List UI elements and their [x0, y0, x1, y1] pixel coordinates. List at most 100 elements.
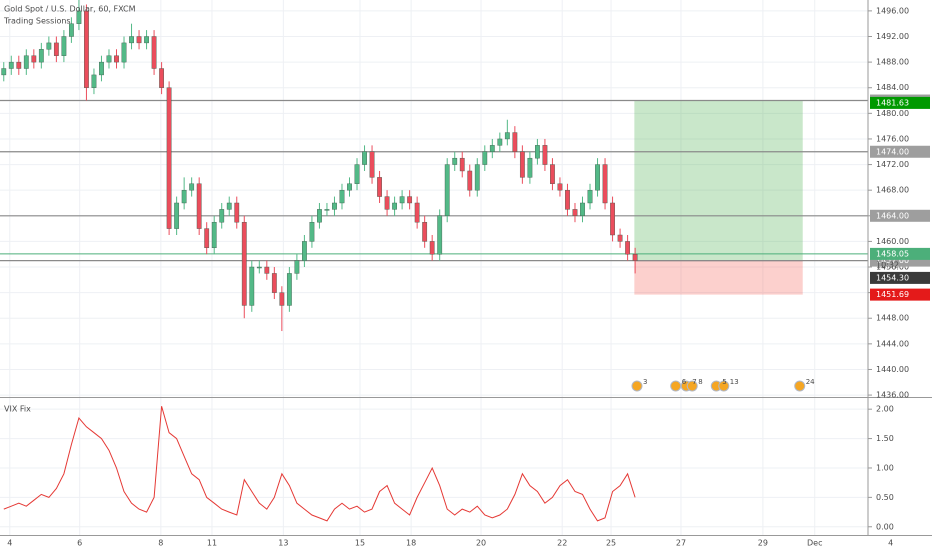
candle-body: [384, 196, 390, 210]
candle-body: [504, 132, 510, 140]
y-tick-label: 1476.00: [876, 134, 909, 143]
candle-body: [264, 266, 270, 274]
candle-body: [632, 254, 638, 261]
candle-body: [595, 164, 600, 191]
event-icon: [718, 380, 730, 392]
candle-body: [535, 145, 540, 159]
indicator-tick-label: 0.50: [876, 493, 894, 502]
x-tick-label: 11: [207, 539, 217, 548]
price-label: 1481.63: [876, 98, 909, 107]
candle-body: [354, 164, 360, 184]
candle-body: [369, 151, 375, 178]
indicator-tick-label: 1.50: [876, 434, 894, 443]
candle-body: [166, 87, 172, 229]
candle-body: [136, 36, 142, 44]
candle-body: [46, 42, 52, 50]
candle-body: [294, 260, 300, 274]
candle-body: [189, 183, 195, 191]
candle-body: [550, 164, 555, 184]
candle-body: [339, 189, 345, 204]
candle-body: [580, 202, 585, 216]
price-label: 1454.30: [876, 273, 909, 282]
candle-body: [377, 177, 382, 197]
candle-body: [204, 228, 210, 249]
candle-body: [151, 36, 157, 69]
indicator-tick-label: 2.00: [876, 405, 894, 414]
vix-line: [3, 406, 636, 522]
y-tick-label: 1472.00: [876, 160, 909, 169]
candle-body: [256, 266, 262, 269]
candle-body: [211, 221, 217, 249]
x-tick-label: 22: [557, 539, 567, 548]
event-label: 6: [682, 378, 687, 386]
candle-body: [317, 209, 322, 223]
y-tick-label: 1444.00: [876, 339, 909, 348]
candle-body: [324, 209, 330, 211]
candle-body: [617, 234, 623, 242]
event-label: 7: [692, 378, 696, 386]
candle-body: [362, 151, 367, 165]
candle-body: [1, 68, 7, 76]
candle-body: [572, 209, 578, 216]
loss-zone: [634, 260, 803, 295]
level-label: 1474.00: [876, 147, 909, 156]
level-label: 1457.00: [876, 256, 909, 265]
price-label-box: [870, 271, 930, 284]
candle-body: [8, 61, 14, 69]
candle-body: [159, 68, 164, 88]
x-tick-label: 4: [888, 539, 893, 548]
candle-body: [429, 241, 435, 255]
candle-body: [399, 196, 405, 204]
y-tick-label: 1468.00: [876, 186, 909, 195]
candle-body: [407, 196, 413, 204]
candle-body: [392, 202, 397, 210]
candle-body: [181, 189, 187, 204]
candle-body: [519, 151, 525, 178]
level-label-box: [870, 145, 930, 158]
event-icon: [686, 380, 698, 392]
chart-subtitle: Trading Sessions: [3, 17, 71, 26]
y-tick-label: 1480.00: [876, 109, 909, 118]
candle-body: [129, 36, 134, 44]
candle-body: [23, 55, 29, 69]
candle-body: [106, 55, 112, 63]
candle-body: [422, 221, 428, 242]
x-tick-label: 8: [158, 539, 163, 548]
y-tick-label: 1496.00: [876, 6, 909, 15]
indicator-tick-label: 1.00: [876, 463, 894, 472]
candle-body: [332, 202, 337, 210]
candle-body: [474, 164, 480, 191]
candle-body: [219, 209, 225, 223]
candle-body: [542, 145, 548, 165]
x-tick-label: 18: [406, 539, 416, 548]
candle-body: [602, 164, 608, 204]
countdown: 10:32: [876, 260, 899, 269]
candle-body: [527, 157, 533, 178]
candle-body: [512, 132, 518, 152]
candle-body: [587, 189, 593, 204]
x-tick-label: 25: [606, 539, 616, 548]
candle-body: [144, 36, 149, 44]
candle-body: [69, 23, 74, 37]
candle-body: [459, 157, 465, 172]
candle-body: [482, 151, 488, 165]
candle-body: [565, 189, 570, 210]
candle-body: [347, 183, 352, 191]
x-tick-label: 29: [758, 539, 768, 548]
y-tick-label: 1448.00: [876, 314, 909, 323]
candle-body: [226, 202, 232, 210]
indicator-name: VIX Fix: [4, 405, 31, 414]
level-label-box: [870, 209, 930, 222]
candle-body: [489, 145, 495, 152]
candle-body: [452, 157, 458, 165]
candle-body: [91, 74, 97, 88]
indicator-tick-label: 0.00: [876, 522, 894, 531]
candle-body: [31, 55, 37, 63]
y-tick-label: 1456.00: [876, 263, 909, 272]
level-label: 1464.00: [876, 211, 909, 220]
candle-body: [271, 273, 277, 293]
y-tick-label: 1436.00: [876, 391, 909, 400]
x-tick-label: 6: [77, 539, 82, 548]
x-tick-label: 20: [476, 539, 486, 548]
